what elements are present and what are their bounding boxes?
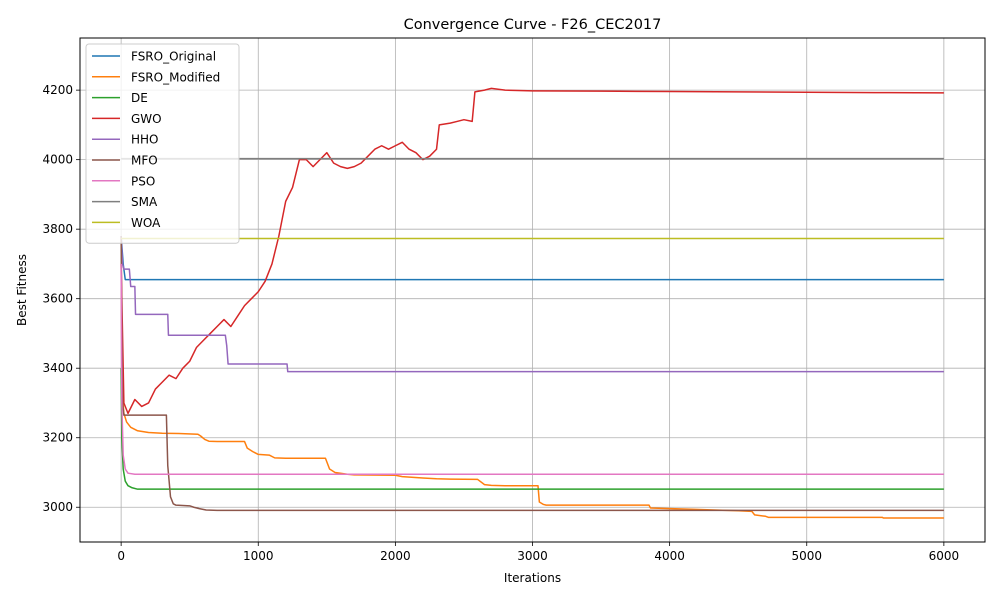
y-tick-label: 4000 [42,153,73,167]
y-axis-label: Best Fitness [15,254,29,326]
y-tick-label: 4200 [42,83,73,97]
legend-box [85,43,240,244]
x-tick-label: 0 [117,549,125,563]
legend-label-hho: HHO [131,133,159,147]
x-tick-label: 3000 [517,549,548,563]
y-tick-label: 3400 [42,361,73,375]
x-tick-label: 4000 [654,549,685,563]
legend-label-fsro-modified: FSRO_Modified [131,70,220,84]
y-tick-label: 3200 [42,431,73,445]
y-tick-label: 3600 [42,292,73,306]
series-line-hho [120,236,944,373]
legend-label-mfo: MFO [131,154,158,168]
x-tick-label: 1000 [243,549,274,563]
y-tick-label: 3000 [42,500,73,514]
x-tick-label: 6000 [929,549,960,563]
chart-title: Convergence Curve - F26_CEC2017 [404,17,662,33]
legend-label-sma: SMA [131,195,158,209]
x-tick-label: 5000 [791,549,822,563]
y-axis-ticks: 3000 3200 3400 3600 3800 4000 4200 [42,83,80,514]
x-axis-ticks: 0 1000 2000 3000 4000 5000 6000 [117,542,959,563]
series-line-mfo [120,236,944,512]
y-tick-label: 3800 [42,222,73,236]
x-tick-label: 2000 [380,549,411,563]
legend-label-de: DE [131,91,148,105]
series-line-pso [120,263,944,475]
x-axis-label: Iterations [504,571,561,585]
legend-label-woa: WOA [131,216,161,230]
legend: FSRO_Original FSRO_Modified DE GWO HHO MFO PSO… [85,43,240,244]
legend-label-pso: PSO [131,174,155,188]
legend-label-gwo: GWO [131,112,162,126]
series-lines [120,87,944,519]
legend-label-fsro-original: FSRO_Original [131,50,216,64]
